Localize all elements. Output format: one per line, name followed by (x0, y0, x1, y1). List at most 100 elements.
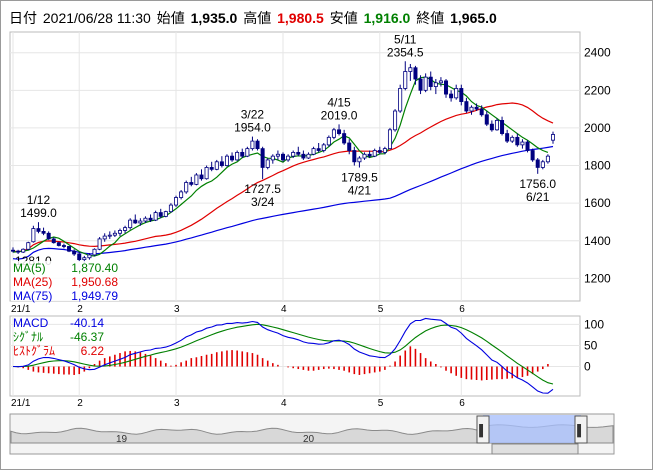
candle-body (179, 191, 184, 198)
price-x-tick-label: 5 (378, 304, 384, 315)
candle-body (367, 153, 372, 157)
ma75-value: 1,949.79 (71, 289, 118, 303)
candle-body (46, 232, 51, 240)
candle-body (479, 108, 484, 116)
macd-panel (9, 315, 581, 397)
price-x-tick-label: 3 (174, 304, 180, 315)
candle-body (219, 161, 224, 166)
macd-x-tick-label: 3 (174, 398, 180, 409)
moving-average-lines (12, 76, 554, 260)
macd-x-tick-label: 2 (77, 398, 83, 409)
navigator-right-handle[interactable] (574, 415, 588, 444)
ma5-label: MA(5) (13, 261, 46, 275)
ma5-value: 1,870.40 (71, 261, 118, 275)
candle-body (296, 151, 301, 155)
candle-body (316, 148, 321, 151)
navigator-selection[interactable] (483, 415, 581, 443)
ma-legend: MA(5) 1,870.40 MA(25) 1,950.68 MA(75) 1,… (11, 261, 119, 303)
low-annotation-date: 3/24 (251, 195, 275, 209)
macd-x-tick-label: 6 (459, 398, 465, 409)
high-label: 高値 (243, 10, 272, 26)
candle-body (275, 153, 280, 157)
candle-body (36, 228, 41, 232)
candle-body (352, 150, 357, 163)
high-annotation-value: 2019.0 (321, 108, 358, 122)
open-value: 1,935.0 (190, 10, 238, 26)
candle-body (245, 148, 250, 157)
candle-body (306, 153, 311, 159)
candle-body (97, 238, 102, 250)
candle-body (153, 212, 158, 221)
candle-body (260, 148, 265, 168)
candle-body (398, 88, 403, 112)
candle-body (525, 141, 530, 151)
candle-body (174, 197, 179, 206)
candle-body (158, 212, 163, 217)
left-handle-grip-icon: ▌ (479, 423, 487, 438)
candle-body (438, 80, 443, 84)
candle-body (123, 227, 128, 231)
macd-y-tick-label: 50 (584, 338, 598, 352)
candle-body (342, 133, 347, 144)
candle-body (168, 204, 173, 213)
navigator-left-handle[interactable] (476, 415, 490, 444)
candle-body (301, 153, 306, 159)
signal-value: -46.37 (70, 330, 104, 344)
macd-x-tick-label: 5 (378, 398, 384, 409)
candle-body (505, 133, 510, 142)
candle-body (331, 129, 336, 138)
navigator-scrollbar-thumb[interactable] (491, 443, 579, 455)
navigator-label-19: 19 (116, 434, 128, 445)
high-annotation-value: 1954.0 (234, 121, 271, 135)
candle-body (143, 217, 148, 222)
price-panel (9, 31, 581, 302)
candle-body (459, 88, 464, 103)
candle-body (204, 167, 209, 180)
candle-body (148, 217, 153, 221)
macd-x-tick-label: 4 (281, 398, 287, 409)
candle-body (326, 136, 331, 146)
candle-body (138, 220, 143, 224)
candle-body (214, 161, 219, 170)
high-annotation-date: 1/12 (27, 193, 51, 207)
price-y-tick-label: 2000 (584, 121, 611, 135)
candle-body (387, 129, 392, 150)
candle-body (51, 238, 56, 244)
price-y-tick-label: 1200 (584, 271, 611, 285)
close-value: 1,965.0 (450, 10, 497, 26)
candle-body (540, 161, 545, 168)
open-label: 始値 (156, 10, 185, 26)
macd-legend: MACD -40.14 ｼｸﾞﾅﾙ -46.37 ﾋｽﾄｸﾞﾗﾑ 6.22 (13, 316, 104, 358)
candle-body (128, 219, 133, 229)
candle-body (357, 157, 362, 163)
low-annotation-value: 1727.5 (244, 182, 281, 196)
low-annotation-value: 1789.5 (341, 171, 378, 185)
candle-body (444, 80, 449, 95)
price-x-tick-label: 6 (459, 304, 465, 315)
navigator[interactable]: ▌ ▌ 19 20 (9, 413, 615, 455)
candle-body (16, 250, 21, 253)
macd-line (12, 317, 554, 394)
candle-body (464, 101, 469, 112)
macd-y-tick-label: 0 (584, 360, 591, 374)
candle-body (337, 129, 342, 134)
candle-body (403, 71, 408, 89)
candle-body (520, 141, 525, 146)
candle-body (102, 235, 107, 240)
candle-body (265, 159, 270, 168)
candle-body (382, 148, 387, 153)
candle-body (428, 76, 433, 87)
price-x-axis: 21/1 2 3 4 5 6 (11, 304, 465, 315)
price-x-tick-label: 4 (281, 304, 287, 315)
macd-y-tick-label: 100 (584, 317, 604, 331)
candle-body (184, 182, 189, 193)
candle-body (515, 136, 520, 146)
candle-body (393, 110, 398, 131)
hist-value: 6.22 (81, 344, 105, 358)
signal-label: ｼｸﾞﾅﾙ (13, 330, 43, 344)
candle-body (21, 248, 26, 253)
candle-body (82, 257, 87, 261)
high-annotation-value: 1499.0 (20, 206, 57, 220)
candlesticks (10, 61, 556, 264)
